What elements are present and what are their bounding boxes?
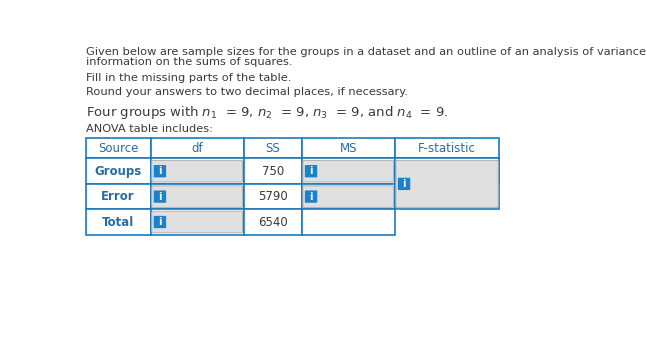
FancyBboxPatch shape — [152, 160, 243, 182]
Bar — [244, 184, 302, 209]
Text: Fill in the missing parts of the table.: Fill in the missing parts of the table. — [85, 73, 291, 83]
Bar — [85, 138, 151, 159]
FancyBboxPatch shape — [154, 165, 166, 177]
Bar — [302, 184, 395, 209]
Bar — [395, 159, 499, 184]
FancyBboxPatch shape — [152, 211, 243, 233]
FancyBboxPatch shape — [303, 186, 393, 207]
Text: Round your answers to two decimal places, if necessary.: Round your answers to two decimal places… — [85, 87, 408, 97]
Text: 6540: 6540 — [258, 216, 287, 228]
Text: ANOVA table includes:: ANOVA table includes: — [85, 124, 212, 134]
Text: SS: SS — [265, 142, 280, 155]
Text: Given below are sample sizes for the groups in a dataset and an outline of an an: Given below are sample sizes for the gro… — [85, 47, 647, 57]
FancyBboxPatch shape — [152, 186, 243, 207]
Bar — [302, 209, 395, 235]
Text: Total: Total — [102, 216, 134, 228]
Text: i: i — [309, 166, 313, 176]
Bar — [151, 184, 244, 209]
Bar — [244, 209, 302, 235]
Text: df: df — [192, 142, 203, 155]
Text: F-statistic: F-statistic — [418, 142, 476, 155]
Text: 750: 750 — [261, 165, 284, 178]
Bar — [85, 159, 151, 184]
Text: Groups: Groups — [94, 165, 142, 178]
Text: i: i — [158, 192, 162, 202]
FancyBboxPatch shape — [154, 191, 166, 203]
Text: MS: MS — [340, 142, 357, 155]
Bar — [302, 138, 395, 159]
Text: Error: Error — [102, 190, 135, 203]
Bar — [302, 159, 395, 184]
Text: information on the sums of squares.: information on the sums of squares. — [85, 57, 292, 67]
Bar — [151, 209, 244, 235]
Bar — [395, 138, 499, 159]
Bar — [151, 159, 244, 184]
FancyBboxPatch shape — [154, 216, 166, 228]
FancyBboxPatch shape — [396, 160, 498, 207]
Bar — [85, 209, 151, 235]
FancyBboxPatch shape — [303, 160, 393, 182]
Text: Source: Source — [98, 142, 138, 155]
FancyBboxPatch shape — [305, 191, 317, 203]
FancyBboxPatch shape — [305, 165, 317, 177]
FancyBboxPatch shape — [398, 178, 410, 190]
Text: 5790: 5790 — [258, 190, 287, 203]
Text: i: i — [309, 192, 313, 202]
Text: i: i — [402, 179, 406, 189]
Bar — [395, 159, 499, 209]
Text: i: i — [158, 217, 162, 227]
Bar — [244, 159, 302, 184]
Bar — [151, 138, 244, 159]
Bar — [85, 184, 151, 209]
Bar — [244, 138, 302, 159]
Text: i: i — [158, 166, 162, 176]
Text: Four groups with $n_1$  = 9, $n_2$  = 9, $n_3$  = 9, and $n_4$  = 9.: Four groups with $n_1$ = 9, $n_2$ = 9, $… — [85, 104, 448, 121]
